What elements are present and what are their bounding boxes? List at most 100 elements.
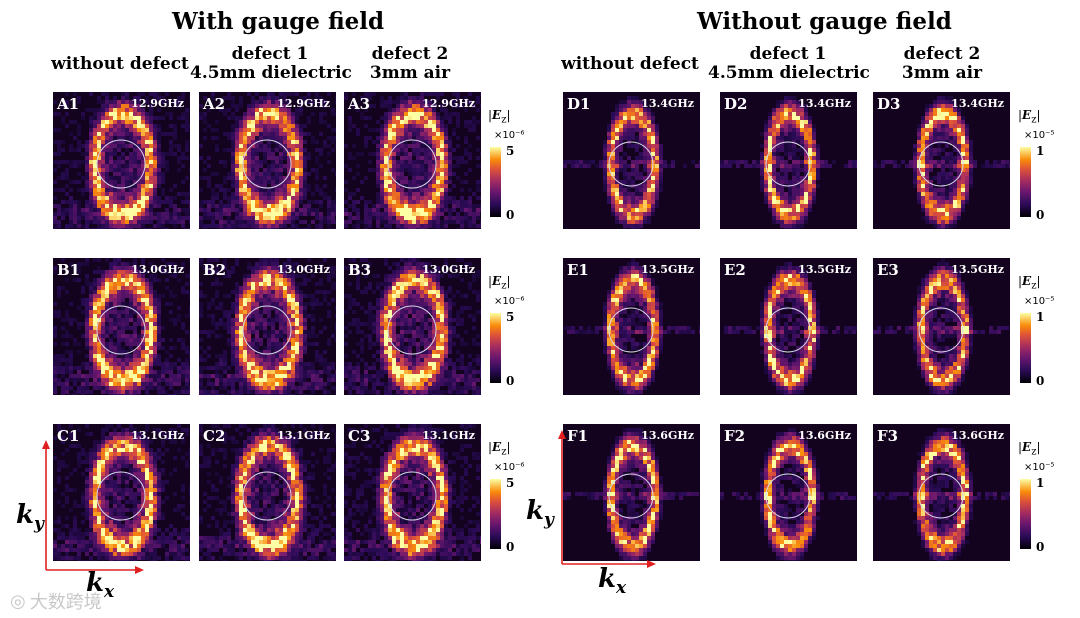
col-header-right-1: without defect	[561, 54, 699, 74]
intensity-texture	[199, 92, 336, 229]
panel-label: B2	[203, 261, 227, 279]
panel-frequency: 12.9GHz	[422, 97, 475, 110]
panel-label: D2	[724, 95, 748, 113]
watermark: ◎ 大数跨境	[10, 588, 102, 614]
watermark-text: 大数跨境	[29, 592, 102, 613]
field-map	[199, 258, 336, 395]
field-map	[53, 92, 190, 229]
colorbar-label: |Ez|	[488, 274, 511, 292]
reference-circle	[242, 305, 292, 355]
panel-C1: C1 13.1GHz	[53, 424, 190, 561]
panel-label: B1	[57, 261, 81, 279]
colorbar-scale: ×10⁻⁶	[494, 462, 525, 473]
colorbar-min: 0	[506, 540, 515, 554]
intensity-texture	[199, 424, 336, 561]
colorbar-max: 1	[1036, 476, 1045, 490]
panel-label: E2	[724, 261, 746, 279]
reference-circle	[765, 473, 811, 519]
panel-F2: F2 13.6GHz	[720, 424, 857, 561]
colorbar-left-row3: |Ez| ×10⁻⁶ 5 0	[488, 426, 548, 566]
panel-F3: F3 13.6GHz	[873, 424, 1010, 561]
panel-label: A1	[57, 95, 80, 113]
col-header-left-2: defect 1 4.5mm dielectric	[190, 44, 352, 83]
axis-label-kx-right: kx	[598, 564, 627, 599]
intensity-texture	[720, 96, 857, 229]
colorbar-max: 1	[1036, 310, 1045, 324]
field-map	[344, 258, 481, 395]
panel-B2: B2 13.0GHz	[199, 258, 336, 395]
panel-label: D1	[567, 95, 591, 113]
colorbar-label: |Ez|	[488, 108, 511, 126]
reference-circle	[918, 473, 964, 519]
reference-circle	[765, 141, 811, 187]
panel-C3: C3 13.1GHz	[344, 424, 481, 561]
intensity-texture	[344, 258, 481, 395]
panel-E1: E1 13.5GHz	[563, 258, 700, 395]
panel-label: D3	[877, 95, 901, 113]
colorbar-min: 0	[1036, 208, 1045, 222]
colorbar-min: 0	[1036, 374, 1045, 388]
axis-label-ky-right: ky	[526, 496, 554, 531]
colorbar-max: 5	[506, 144, 515, 158]
panel-label: C1	[57, 427, 80, 445]
col-header-left-3: defect 2 3mm air	[369, 44, 451, 83]
intensity-texture	[199, 258, 336, 395]
colorbar-left-row2: |Ez| ×10⁻⁶ 5 0	[488, 260, 548, 400]
reference-circle	[96, 139, 146, 189]
panel-D2: D2 13.4GHz	[720, 92, 857, 229]
field-map	[199, 92, 336, 229]
panel-frequency: 13.1GHz	[277, 429, 330, 442]
colorbar-label: |Ez|	[1018, 440, 1041, 458]
panel-frequency: 13.0GHz	[277, 263, 330, 276]
panel-frequency: 13.1GHz	[131, 429, 184, 442]
field-map	[873, 92, 1010, 229]
colorbar-right-row2: |Ez| ×10⁻⁵ 1 0	[1018, 260, 1078, 400]
colorbar-gradient	[490, 479, 501, 549]
panel-frequency: 13.1GHz	[422, 429, 475, 442]
col-header-left-1: without defect	[51, 54, 189, 74]
field-map	[720, 258, 857, 395]
panel-frequency: 13.6GHz	[951, 429, 1004, 442]
panel-D1: D1 13.4GHz	[563, 92, 700, 229]
col-header-right-3: defect 2 3mm air	[901, 44, 983, 83]
ky-arrow-head	[42, 440, 50, 449]
colorbar-gradient	[1020, 147, 1031, 217]
panel-frequency: 13.0GHz	[422, 263, 475, 276]
intensity-texture	[53, 424, 190, 561]
panel-A1: A1 12.9GHz	[53, 92, 190, 229]
col-header-right-2: defect 1 4.5mm dielectric	[708, 44, 870, 83]
panel-label: B3	[348, 261, 372, 279]
panel-frequency: 13.4GHz	[641, 97, 694, 110]
panel-label: A3	[348, 95, 371, 113]
intensity-texture	[563, 428, 699, 561]
panel-frequency: 13.6GHz	[641, 429, 694, 442]
panel-C2: C2 13.1GHz	[199, 424, 336, 561]
colorbar-gradient	[1020, 313, 1031, 383]
colorbar-max: 5	[506, 310, 515, 324]
colorbar-gradient	[490, 147, 501, 217]
colorbar-gradient	[1020, 479, 1031, 549]
intensity-texture	[344, 92, 481, 229]
panel-D3: D3 13.4GHz	[873, 92, 1010, 229]
reference-circle	[96, 471, 146, 521]
axis-arrows-right	[558, 430, 656, 568]
intensity-texture	[720, 428, 856, 561]
axis-label-kx-left: kx	[86, 568, 115, 603]
reference-circle	[918, 307, 964, 353]
panel-E3: E3 13.5GHz	[873, 258, 1010, 395]
colorbar-min: 0	[506, 374, 515, 388]
panel-label: E1	[567, 261, 589, 279]
colorbar-right-row1: |Ez| ×10⁻⁵ 1 0	[1018, 94, 1078, 234]
intensity-texture	[873, 96, 1010, 229]
panel-frequency: 13.5GHz	[951, 263, 1004, 276]
reference-circle	[608, 307, 654, 353]
panel-label: F3	[877, 427, 899, 445]
field-map	[720, 92, 857, 229]
colorbar-max: 1	[1036, 144, 1045, 158]
panel-E2: E2 13.5GHz	[720, 258, 857, 395]
intensity-texture	[53, 92, 190, 229]
reference-circle	[608, 473, 654, 519]
panel-label: F1	[567, 427, 589, 445]
panel-A2: A2 12.9GHz	[199, 92, 336, 229]
colorbar-gradient	[490, 313, 501, 383]
